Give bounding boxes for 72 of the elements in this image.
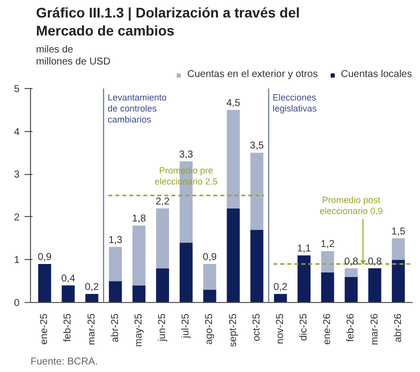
total-label: 1,1 (297, 243, 312, 254)
total-label: 0,4 (61, 273, 76, 284)
bar (392, 238, 405, 260)
x-tick-label: mar-25 (86, 313, 98, 346)
bar (108, 281, 122, 302)
bar (368, 268, 382, 302)
bar (344, 268, 358, 277)
bar (156, 268, 170, 302)
bar (132, 285, 146, 302)
x-tick-label: feb-25 (62, 313, 74, 342)
bar (180, 242, 193, 302)
x-tick-label: dic-25 (298, 313, 310, 341)
source-note: Fuente: BCRA. (30, 356, 98, 368)
total-label: 4,5 (226, 98, 241, 109)
ref-line-label: Promedio pre eleccionario 2,5 (154, 166, 218, 186)
bar (203, 290, 216, 302)
bar (108, 246, 122, 282)
bar (132, 225, 146, 286)
total-label: 0,2 (84, 282, 100, 293)
total-label: 3,3 (179, 149, 194, 160)
bar (250, 152, 264, 230)
x-tick-label: abr-25 (110, 313, 121, 342)
y-tick-label: 2 (14, 212, 20, 224)
total-label: 1,3 (108, 234, 123, 246)
total-label: 1,2 (320, 239, 335, 250)
x-tick-label: ene-26 (322, 313, 334, 345)
y-tick-label: 5 (14, 84, 20, 95)
total-label: 1,5 (391, 226, 406, 238)
bar (250, 230, 264, 302)
y-tick-label: 1 (14, 255, 20, 266)
chart-title: Gráfico III.1.3 | Dolarización a través del Mercado de cambios (36, 4, 300, 38)
total-label: 2,2 (156, 196, 170, 208)
total-label: 0,8 (368, 256, 382, 268)
x-tick-label: feb-26 (346, 313, 357, 342)
bar (392, 260, 405, 302)
x-tick-label: mar-26 (369, 313, 380, 346)
bar (321, 272, 334, 302)
y-tick-label: 0 (14, 298, 20, 309)
bar (203, 264, 216, 290)
total-label: 0,9 (202, 252, 218, 263)
x-tick-label: sept-25 (228, 313, 239, 347)
x-tick-label: ene-25 (39, 313, 50, 345)
y-tick-label: 4 (14, 126, 20, 138)
bar (298, 255, 311, 302)
total-label: 0,9 (38, 252, 52, 263)
bar (274, 294, 287, 302)
bar (226, 208, 240, 302)
bar (321, 251, 334, 273)
x-tick-label: abr-26 (392, 313, 404, 342)
x-tick-label: jul-25 (180, 313, 192, 339)
annotation: Elecciones legislativas (272, 92, 318, 114)
bar (85, 294, 98, 302)
bar (226, 110, 240, 208)
total-label: 1,8 (132, 213, 146, 224)
x-tick-label: ago-25 (204, 313, 216, 345)
bar (156, 208, 170, 268)
legend-label: Cuentas en el exterior y otros (187, 69, 318, 80)
total-label: 0,8 (344, 256, 359, 268)
bar (344, 276, 358, 302)
x-tick-label: oct-25 (251, 313, 262, 342)
legend-label: Cuentas locales (340, 69, 412, 80)
y-tick-label: 3 (14, 170, 20, 181)
bar (62, 285, 75, 302)
ref-line-label: Promedio post eleccionario 0,9 (320, 195, 383, 216)
y-axis-title: miles de millones de USD (36, 44, 110, 68)
x-tick-label: jun-25 (157, 313, 168, 342)
x-tick-label: may-25 (133, 313, 144, 347)
bar (38, 264, 52, 302)
x-tick-label: nov-25 (274, 313, 286, 344)
annotation: Levantamiento de controles cambiarios (108, 92, 167, 124)
total-label: 0,2 (274, 282, 288, 293)
total-label: 3,5 (250, 140, 264, 152)
